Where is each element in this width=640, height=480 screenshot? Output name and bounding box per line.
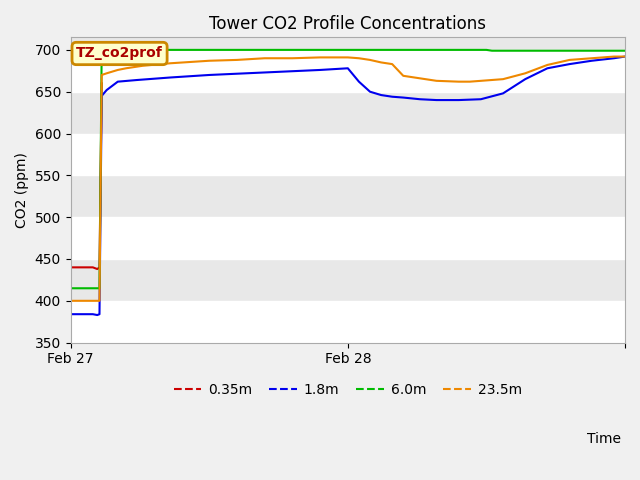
1.8m xyxy=(355,79,363,84)
23.5m xyxy=(433,78,440,84)
1.8m xyxy=(499,91,507,96)
23.5m xyxy=(103,71,111,76)
23.5m xyxy=(67,298,74,304)
23.5m xyxy=(95,298,103,304)
1.8m xyxy=(416,96,424,102)
23.5m xyxy=(233,57,241,63)
23.5m xyxy=(166,60,174,66)
23.5m xyxy=(588,55,596,61)
23.5m xyxy=(122,65,130,71)
1.8m xyxy=(166,74,174,80)
6.0m xyxy=(98,47,106,53)
23.5m xyxy=(377,60,385,65)
1.8m xyxy=(621,54,629,60)
23.5m xyxy=(355,55,363,61)
1.8m xyxy=(103,87,111,93)
1.8m xyxy=(588,58,596,64)
23.5m xyxy=(139,63,147,69)
23.5m xyxy=(399,73,407,79)
Bar xyxy=(70,301,625,343)
23.5m xyxy=(316,55,324,60)
0.35m xyxy=(95,264,103,270)
6.0m xyxy=(83,286,91,291)
6.0m xyxy=(67,286,74,291)
1.8m xyxy=(477,96,484,102)
0.35m xyxy=(67,264,74,270)
6.0m xyxy=(95,286,103,291)
Y-axis label: CO2 (ppm): CO2 (ppm) xyxy=(15,152,29,228)
1.8m xyxy=(316,67,324,73)
23.5m xyxy=(477,78,484,84)
Bar xyxy=(70,217,625,259)
23.5m xyxy=(83,298,91,304)
Bar xyxy=(70,133,625,175)
6.0m xyxy=(483,47,490,53)
23.5m xyxy=(455,79,463,84)
6.0m xyxy=(488,48,496,54)
6.0m xyxy=(621,48,629,54)
Legend: 0.35m, 1.8m, 6.0m, 23.5m: 0.35m, 1.8m, 6.0m, 23.5m xyxy=(168,378,527,403)
23.5m xyxy=(388,61,396,67)
1.8m xyxy=(95,312,103,317)
23.5m xyxy=(289,55,296,61)
Line: 6.0m: 6.0m xyxy=(70,50,625,288)
23.5m xyxy=(466,79,474,84)
Title: Tower CO2 Profile Concentrations: Tower CO2 Profile Concentrations xyxy=(209,15,486,33)
23.5m xyxy=(344,55,351,60)
23.5m xyxy=(98,72,106,78)
23.5m xyxy=(499,76,507,82)
23.5m xyxy=(89,298,97,304)
1.8m xyxy=(433,97,440,103)
Line: 23.5m: 23.5m xyxy=(70,57,625,301)
1.8m xyxy=(455,97,463,103)
1.8m xyxy=(344,65,351,71)
1.8m xyxy=(522,76,529,82)
Text: Time: Time xyxy=(587,432,621,446)
23.5m xyxy=(610,54,618,60)
6.0m xyxy=(89,286,97,291)
1.8m xyxy=(377,92,385,98)
23.5m xyxy=(261,55,269,61)
23.5m xyxy=(621,54,629,60)
23.5m xyxy=(416,75,424,81)
6.0m xyxy=(93,286,101,291)
1.8m xyxy=(89,312,97,317)
0.35m xyxy=(93,266,101,272)
Line: 0.35m: 0.35m xyxy=(70,84,102,269)
1.8m xyxy=(388,94,396,100)
23.5m xyxy=(566,57,573,63)
1.8m xyxy=(67,312,74,317)
1.8m xyxy=(133,77,141,83)
23.5m xyxy=(205,58,213,64)
1.8m xyxy=(98,93,106,99)
Line: 1.8m: 1.8m xyxy=(70,57,625,315)
1.8m xyxy=(83,312,91,317)
23.5m xyxy=(543,62,551,68)
1.8m xyxy=(610,55,618,61)
1.8m xyxy=(566,61,573,67)
1.8m xyxy=(543,65,551,71)
Text: TZ_co2prof: TZ_co2prof xyxy=(76,47,163,60)
23.5m xyxy=(522,71,529,76)
1.8m xyxy=(261,70,269,75)
23.5m xyxy=(366,57,374,63)
1.8m xyxy=(399,95,407,100)
1.8m xyxy=(93,312,101,318)
23.5m xyxy=(114,67,122,73)
1.8m xyxy=(205,72,213,78)
1.8m xyxy=(114,79,122,84)
0.35m xyxy=(89,264,97,270)
0.35m xyxy=(86,264,94,270)
Bar xyxy=(70,50,625,92)
23.5m xyxy=(93,298,101,304)
0.35m xyxy=(98,81,106,86)
1.8m xyxy=(366,89,374,95)
